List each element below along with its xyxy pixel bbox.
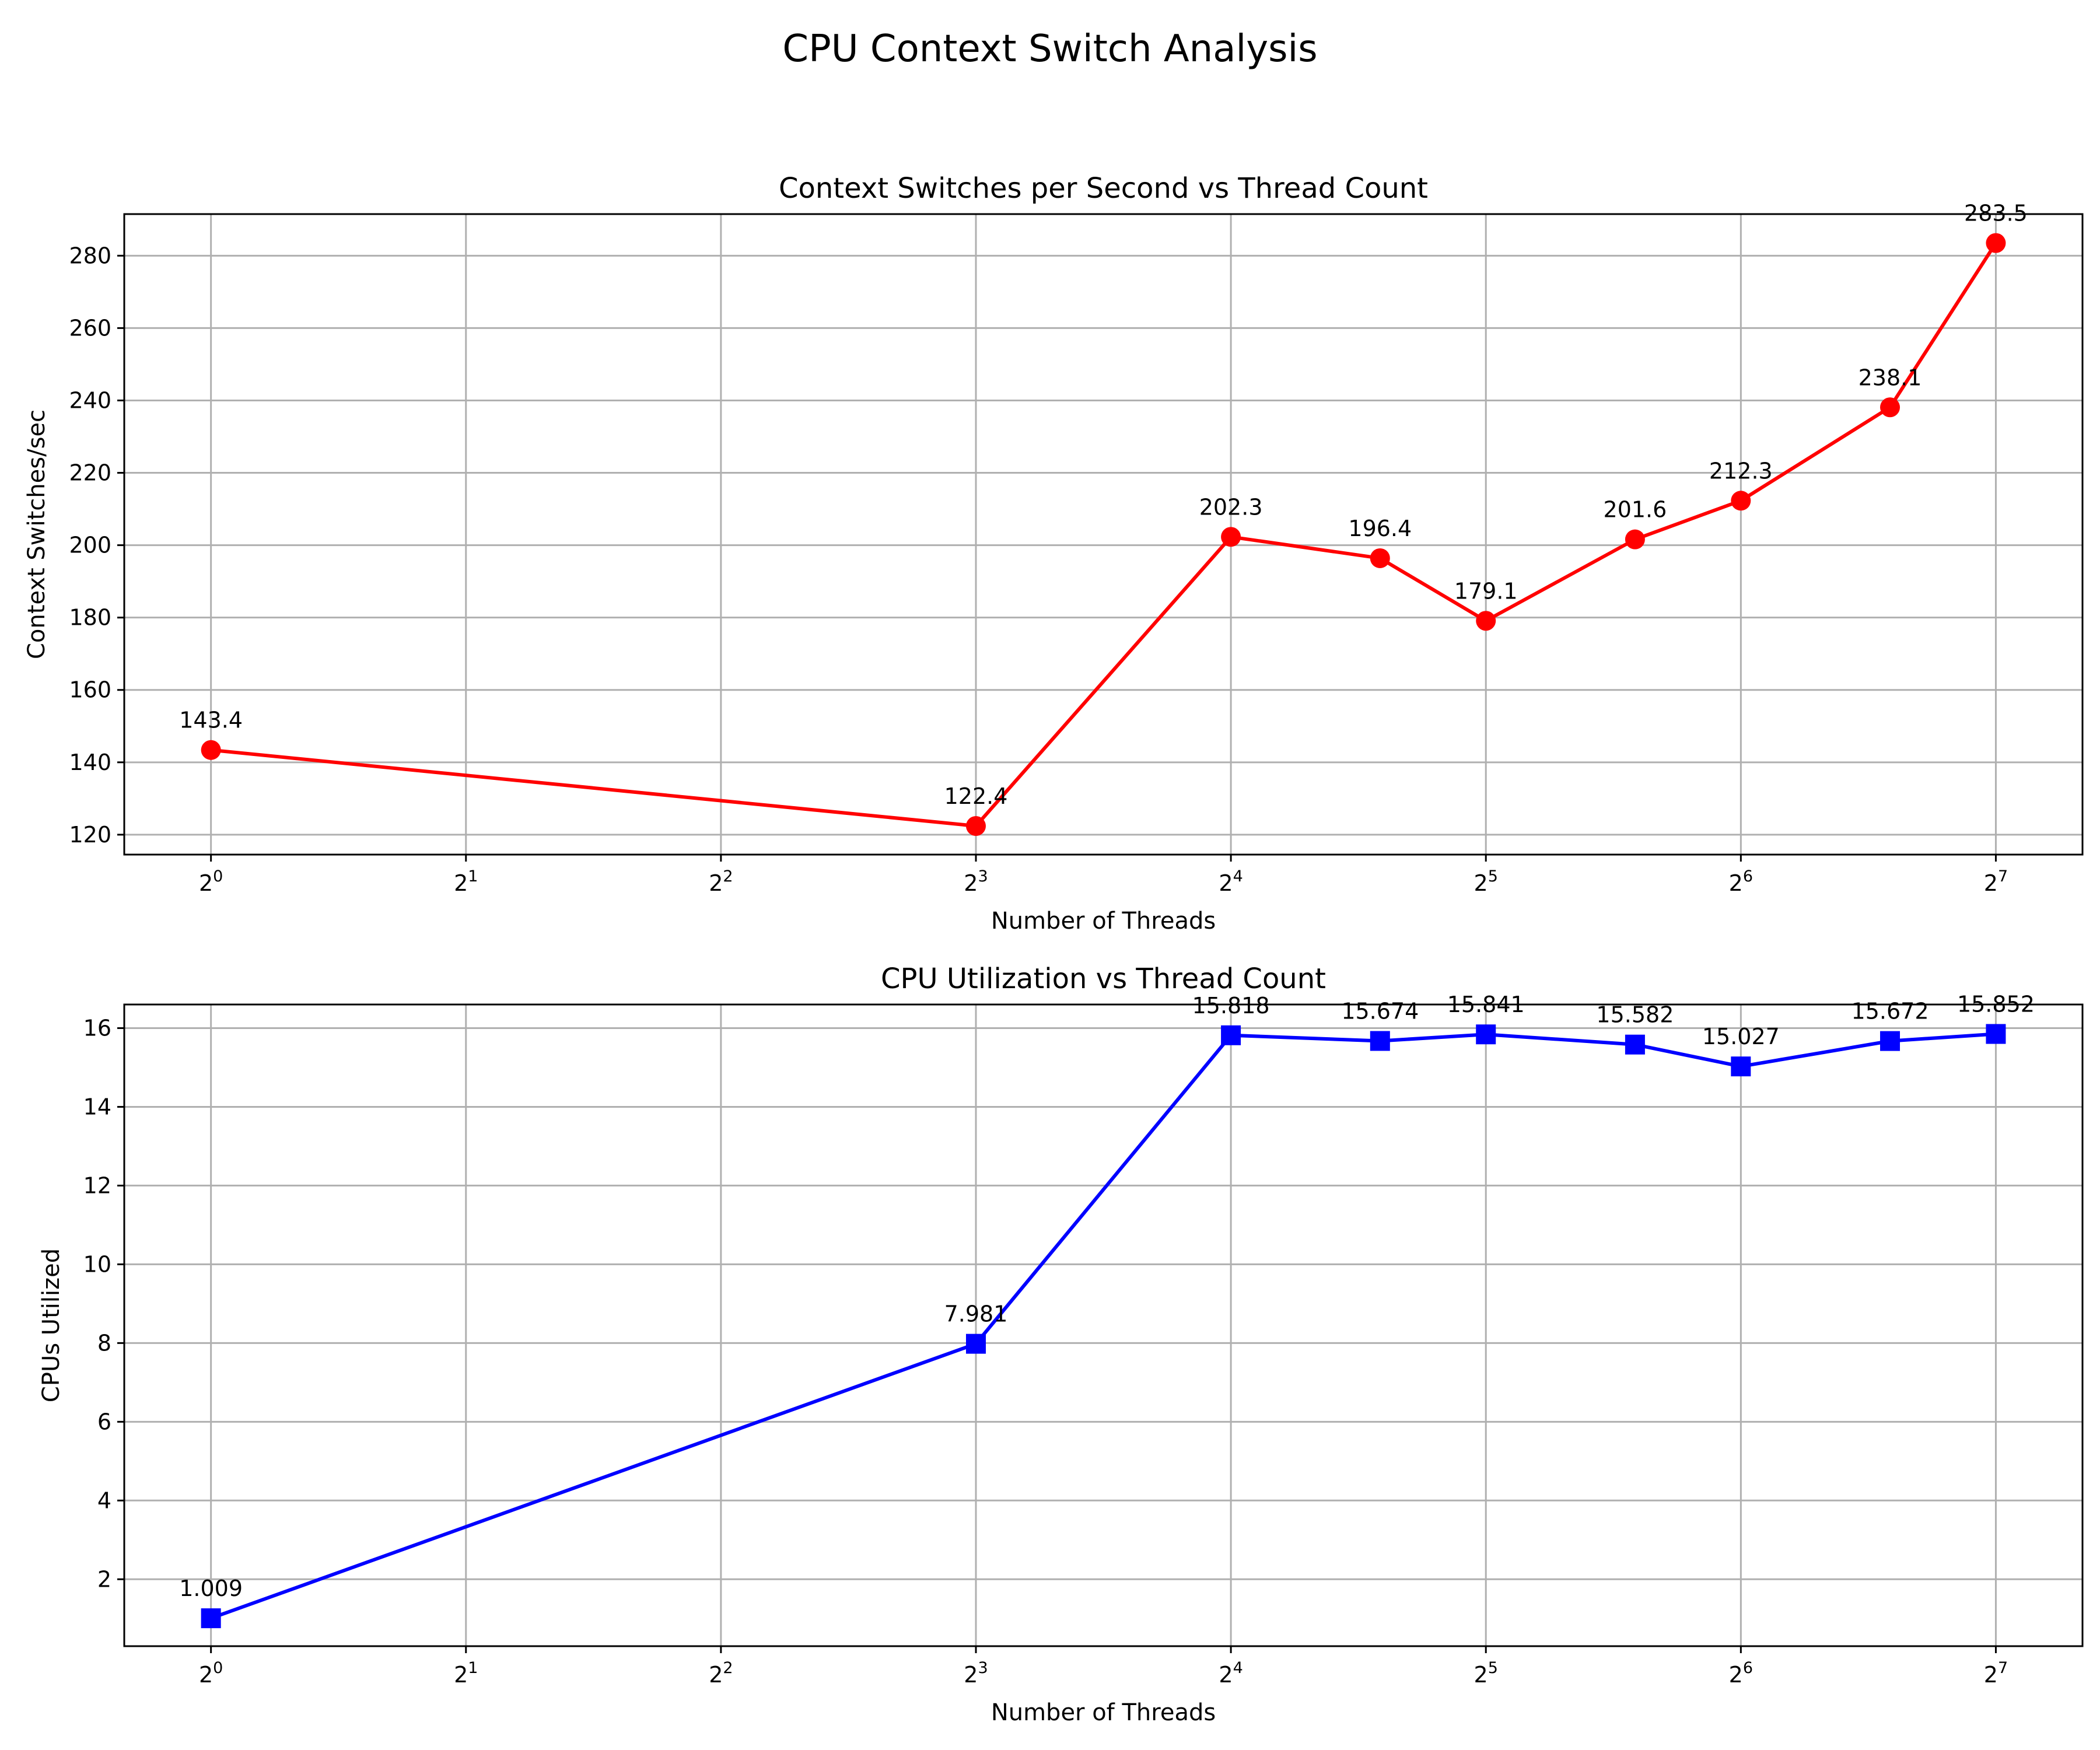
y-tick-label: 240 [69,387,111,413]
series-line [211,242,1997,828]
data-point-marker [1625,1034,1645,1055]
data-point-marker [1476,1024,1496,1045]
x-tick-label: 27 [1984,1659,2008,1688]
y-tick-label: 12 [83,1172,111,1198]
data-label: 15.582 [1596,1002,1674,1028]
x-tick-label: 24 [1219,867,1242,896]
y-tick-label: 260 [69,315,111,341]
data-point-marker [1731,491,1751,511]
y-tick-label: 140 [69,750,111,775]
y-axis-label: CPUs Utilized [38,1248,65,1402]
data-point-marker [1986,233,2006,253]
x-tick-label: 20 [199,867,223,896]
x-tick-label: 22 [709,867,733,896]
y-tick-label: 120 [69,822,111,848]
data-label: 238.1 [1859,365,1922,390]
x-tick-label: 21 [454,867,478,896]
x-tick-label: 20 [199,1659,223,1688]
data-label: 196.4 [1348,516,1412,541]
data-point-marker [201,740,221,760]
series-line [210,1032,1996,1620]
data-label: 179.1 [1454,578,1518,604]
y-axis-label: Context Switches/sec [23,410,50,659]
data-label: 202.3 [1199,494,1263,520]
axes-title: CPU Utilization vs Thread Count [881,963,1326,995]
data-point-marker [1880,397,1901,418]
data-label: 201.6 [1604,497,1667,523]
x-tick-label: 25 [1474,1659,1498,1688]
y-tick-label: 16 [83,1015,111,1041]
x-tick-label: 25 [1474,867,1498,896]
x-tick-label: 26 [1729,867,1753,896]
data-label: 7.981 [944,1301,1008,1327]
data-point-marker [1731,1056,1751,1077]
x-tick-label: 23 [964,867,988,896]
data-label: 122.4 [944,783,1008,809]
y-tick-label: 8 [97,1330,111,1356]
data-point-marker [1986,1024,2006,1044]
data-label: 15.674 [1341,998,1419,1024]
y-tick-label: 280 [69,243,111,268]
y-tick-label: 2 [97,1566,111,1592]
data-label: 1.009 [179,1576,243,1601]
data-label: 15.818 [1192,993,1270,1019]
x-tick-label: 24 [1219,1659,1242,1688]
data-point-marker [1370,548,1390,568]
axes-title: Context Switches per Second vs Thread Co… [779,172,1428,205]
x-tick-label: 27 [1984,867,2008,896]
data-point-marker [1476,611,1496,631]
data-label: 143.4 [179,708,243,733]
data-point-marker [1370,1031,1390,1051]
axes-frame [123,1003,2084,1647]
y-tick-label: 14 [83,1094,111,1119]
context-switches-panel: 20 21 22 23 24 25 26 27 120 140 160 180 200 220 240 260… [23,172,2084,935]
data-point-marker [1625,529,1645,550]
y-tick-label: 180 [69,605,111,631]
cpu-utilization-panel: 20 21 22 23 24 25 26 272468101214161.0097.98115… [38,963,2084,1726]
data-point-marker [1221,1025,1241,1045]
axes-frame [123,213,2084,856]
y-tick-label: 220 [69,460,111,486]
x-tick-label: 21 [454,1659,478,1688]
x-tick-label: 26 [1729,1659,1753,1688]
data-label: 15.027 [1702,1024,1780,1049]
x-axis-label: Number of Threads [991,1699,1216,1726]
x-tick-label: 22 [709,1659,733,1688]
y-tick-label: 160 [69,677,111,703]
x-axis-label: Number of Threads [991,908,1216,935]
data-point-marker [965,816,986,836]
data-point-marker [1221,527,1241,547]
y-tick-label: 4 [97,1488,111,1513]
y-tick-label: 6 [97,1409,111,1434]
figure-title: CPU Context Switch Analysis [782,27,1317,71]
y-tick-label: 200 [69,533,111,558]
data-label: 212.3 [1709,458,1773,484]
data-point-marker [965,1334,986,1354]
data-label: 15.672 [1852,999,1929,1024]
data-point-marker [1880,1031,1901,1051]
data-point-marker [201,1608,221,1629]
y-tick-label: 10 [83,1251,111,1277]
x-tick-label: 23 [964,1659,988,1688]
